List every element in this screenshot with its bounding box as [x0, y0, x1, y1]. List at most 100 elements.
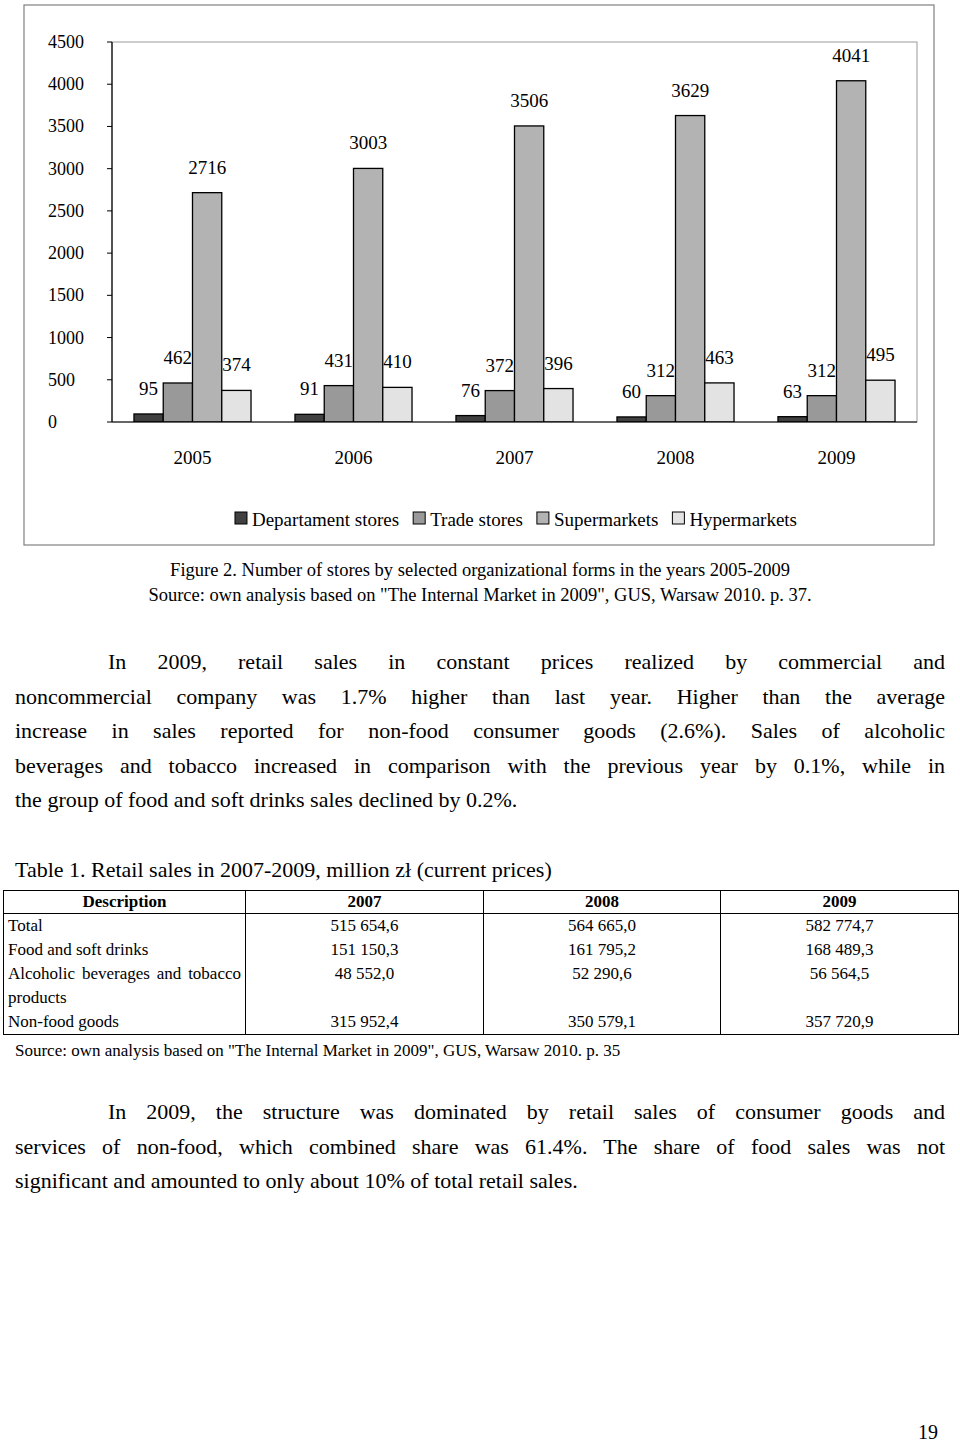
data-label: 3506 [510, 90, 548, 111]
legend-swatch [235, 512, 247, 524]
x-tick-label: 2006 [335, 447, 373, 468]
y-tick [107, 210, 112, 211]
bar [163, 383, 192, 422]
y-tick-label: 2500 [48, 201, 84, 221]
paragraph-line: noncommercial company was 1.7% higher th… [15, 680, 945, 714]
legend-swatch [537, 512, 549, 524]
paragraph-line: In 2009, the structure was dominated by … [108, 1095, 945, 1129]
bar [134, 414, 163, 422]
bar [544, 389, 573, 422]
data-label: 312 [808, 360, 837, 381]
y-tick-label: 1500 [48, 285, 84, 305]
data-label: 374 [222, 354, 251, 375]
legend-label: Trade stores [430, 509, 523, 530]
bar [354, 168, 383, 422]
data-label: 76 [461, 380, 480, 401]
y-tick [107, 379, 112, 380]
data-label: 372 [486, 355, 515, 376]
y-axis [111, 42, 112, 422]
table-header: Description200720082009 [4, 891, 959, 914]
table-title: Table 1. Retail sales in 2007-2009, mill… [15, 853, 552, 887]
data-label: 463 [705, 347, 734, 368]
data-label: 60 [622, 381, 641, 402]
y-tick-label: 4000 [48, 74, 84, 94]
y-tick-label: 500 [48, 370, 75, 390]
data-label: 4041 [832, 45, 870, 66]
data-labels: 95 462 2716 374 91 431 3003 410 76 372 3506 396 60 31… [139, 45, 895, 402]
bar [193, 193, 222, 422]
y-tick [107, 168, 112, 169]
y-tick-label: 3500 [48, 116, 84, 136]
x-tick-label: 2009 [818, 447, 856, 468]
x-tick-label: 2008 [657, 447, 695, 468]
paragraph-line: services of non-food, which combined sha… [15, 1130, 945, 1164]
header-cell: Description [4, 891, 246, 914]
data-label: 462 [164, 347, 193, 368]
bar [324, 386, 353, 422]
data-label: 91 [300, 378, 319, 399]
table-cell: Alcoholic beverages and tobacco products [4, 962, 246, 1010]
y-tick [107, 422, 112, 423]
table-row: Total515 654,6564 665,0582 774,7 [4, 914, 959, 939]
x-tick-label: 2005 [174, 447, 212, 468]
chart: 0500100015002000250030003500400045009546… [0, 0, 960, 560]
data-label: 3629 [671, 80, 709, 101]
paragraph-line: In 2009, retail sales in constant prices… [108, 645, 945, 679]
table-source: Source: own analysis based on "The Inter… [15, 1040, 620, 1062]
bars [134, 81, 895, 422]
bar [515, 126, 544, 422]
bar [617, 417, 646, 422]
bar [837, 81, 866, 422]
header-cell: 2007 [246, 891, 484, 914]
y-tick-label: 4500 [48, 32, 84, 52]
data-label: 431 [325, 350, 354, 371]
data-label: 2716 [188, 157, 226, 178]
header-cell: 2009 [721, 891, 959, 914]
paragraph-line: significant and amounted to only about 1… [15, 1164, 945, 1198]
bar [222, 390, 251, 422]
bar [383, 387, 412, 422]
table-cell: 515 654,6 [246, 914, 484, 939]
data-label: 3003 [349, 132, 387, 153]
figure-source: Source: own analysis based on "The Inter… [0, 583, 960, 607]
y-tick [107, 42, 112, 43]
table-cell: 48 552,0 [246, 962, 484, 1010]
table-row: Food and soft drinks151 150,3161 795,216… [4, 938, 959, 962]
table-cell: 315 952,4 [246, 1010, 484, 1035]
page-number: 19 [918, 1420, 938, 1444]
bar [646, 396, 675, 422]
table-cell: 52 290,6 [484, 962, 721, 1010]
legend-swatch [672, 512, 684, 524]
table-cell: 151 150,3 [246, 938, 484, 962]
table: Description200720082009Total515 654,6564… [3, 890, 959, 1035]
y-tick-label: 0 [48, 412, 57, 432]
data-label: 312 [647, 360, 676, 381]
legend-label: Supermarkets [554, 509, 658, 530]
figure-frame [24, 5, 934, 545]
bar [866, 380, 895, 422]
data-label: 495 [866, 344, 895, 365]
data-label: 410 [383, 351, 412, 372]
y-tick [107, 337, 112, 338]
bar [807, 396, 836, 422]
bar [295, 414, 324, 422]
y-tick [107, 295, 112, 296]
table-row: Non-food goods315 952,4350 579,1357 720,… [4, 1010, 959, 1035]
table-cell: 564 665,0 [484, 914, 721, 939]
header-cell: 2008 [484, 891, 721, 914]
data-label: 95 [139, 378, 158, 399]
y-tick-label: 2000 [48, 243, 84, 263]
legend-label: Departament stores [252, 509, 399, 530]
y-tick-label: 1000 [48, 328, 84, 348]
bar [485, 391, 514, 422]
table-cell: 582 774,7 [721, 914, 959, 939]
plot-area [112, 42, 917, 422]
bar [456, 416, 485, 422]
figure-caption: Figure 2. Number of stores by selected o… [0, 558, 960, 582]
bar [778, 417, 807, 422]
data-label: 396 [544, 353, 573, 374]
table-cell: Total [4, 914, 246, 939]
table-cell: 168 489,3 [721, 938, 959, 962]
legend-swatch [413, 512, 425, 524]
table-cell: 161 795,2 [484, 938, 721, 962]
